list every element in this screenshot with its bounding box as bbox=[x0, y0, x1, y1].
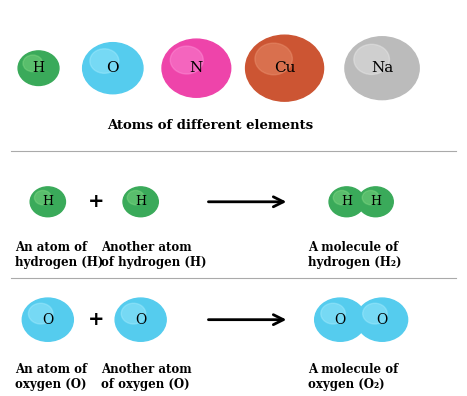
Text: H: H bbox=[42, 195, 53, 208]
Circle shape bbox=[121, 303, 146, 324]
Text: H: H bbox=[341, 195, 352, 208]
Text: N: N bbox=[190, 61, 203, 75]
Text: +: + bbox=[88, 310, 105, 329]
Text: Atoms of different elements: Atoms of different elements bbox=[107, 119, 313, 131]
Text: A molecule of
oxygen (O₂): A molecule of oxygen (O₂) bbox=[308, 363, 398, 390]
Circle shape bbox=[329, 187, 364, 217]
Circle shape bbox=[30, 187, 65, 217]
Circle shape bbox=[35, 190, 51, 205]
Circle shape bbox=[123, 187, 158, 217]
Circle shape bbox=[321, 303, 345, 324]
Text: O: O bbox=[376, 313, 388, 327]
Text: +: + bbox=[88, 192, 105, 211]
Text: O: O bbox=[42, 313, 53, 327]
Text: Na: Na bbox=[371, 61, 393, 75]
Circle shape bbox=[162, 39, 231, 97]
Circle shape bbox=[255, 43, 292, 75]
Circle shape bbox=[83, 43, 143, 94]
Circle shape bbox=[357, 298, 408, 341]
Text: Another atom
of hydrogen (H): Another atom of hydrogen (H) bbox=[101, 241, 207, 269]
Text: H: H bbox=[33, 61, 44, 75]
Circle shape bbox=[170, 46, 203, 74]
Circle shape bbox=[358, 187, 393, 217]
Text: Cu: Cu bbox=[274, 61, 295, 75]
Circle shape bbox=[345, 37, 419, 100]
Circle shape bbox=[23, 55, 42, 72]
Text: An atom of
hydrogen (H): An atom of hydrogen (H) bbox=[15, 241, 104, 269]
Circle shape bbox=[22, 298, 73, 341]
Text: O: O bbox=[106, 61, 119, 75]
Circle shape bbox=[363, 303, 387, 324]
Circle shape bbox=[115, 298, 166, 341]
Text: An atom of
oxygen (O): An atom of oxygen (O) bbox=[15, 363, 87, 390]
Circle shape bbox=[333, 190, 350, 205]
Text: O: O bbox=[334, 313, 346, 327]
Circle shape bbox=[315, 298, 366, 341]
Text: Another atom
of oxygen (O): Another atom of oxygen (O) bbox=[101, 363, 192, 390]
Circle shape bbox=[246, 35, 324, 101]
Text: A molecule of
hydrogen (H₂): A molecule of hydrogen (H₂) bbox=[308, 241, 401, 269]
Circle shape bbox=[354, 44, 389, 74]
Circle shape bbox=[362, 190, 379, 205]
Circle shape bbox=[127, 190, 144, 205]
Circle shape bbox=[18, 51, 59, 86]
Text: H: H bbox=[370, 195, 381, 208]
Text: H: H bbox=[135, 195, 146, 208]
Circle shape bbox=[28, 303, 53, 324]
Text: O: O bbox=[135, 313, 146, 327]
Circle shape bbox=[90, 49, 119, 73]
